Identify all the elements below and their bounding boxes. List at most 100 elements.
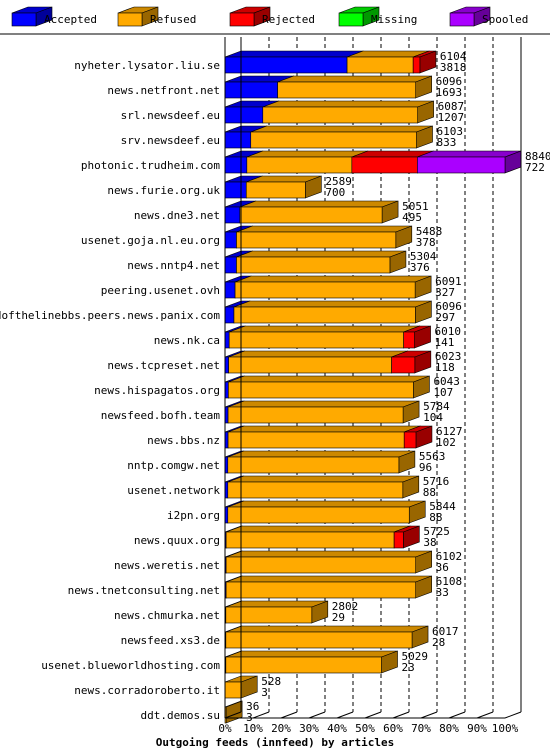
- site-label: usenet.network: [127, 484, 220, 497]
- offered-count: 6102: [436, 550, 463, 563]
- bar-segment-refused: [236, 225, 413, 249]
- tick-label-60: 60%: [383, 722, 403, 735]
- tick-60: [392, 711, 410, 719]
- tick-label-70: 70%: [411, 722, 431, 735]
- offered-count: 8840: [525, 150, 550, 163]
- accepted-count: 88: [423, 486, 436, 499]
- legend-label-accepted: Accepted: [44, 13, 97, 26]
- tick-label-100: 100%: [492, 722, 519, 735]
- accepted-count: 700: [325, 186, 345, 199]
- bar-segment-refused: [225, 625, 429, 649]
- tick-40: [336, 711, 354, 719]
- site-label: news.furie.org.uk: [107, 184, 220, 197]
- offered-count: 6017: [432, 625, 459, 638]
- bar-segment-refused: [224, 675, 258, 699]
- tick-50: [364, 711, 382, 719]
- tick-80: [448, 711, 466, 719]
- bar-segment-refused: [225, 650, 398, 674]
- site-label: news.nntp4.net: [127, 259, 220, 272]
- bar-segment-refused: [262, 100, 434, 124]
- tick-100: [504, 711, 522, 719]
- site-label: srl.newsdeef.eu: [121, 109, 220, 122]
- legend-item-rejected: Rejected: [229, 6, 315, 27]
- legend-label-rejected: Rejected: [262, 13, 315, 26]
- offered-count: 2589: [325, 175, 352, 188]
- legend-label-refused: Refused: [150, 13, 196, 26]
- bar-segment-spooled: [417, 150, 522, 174]
- accepted-count: 107: [433, 386, 453, 399]
- accepted-count: 36: [436, 561, 449, 574]
- site-label: endofthelinebbs.peers.news.panix.com: [0, 309, 220, 322]
- offered-count: 6096: [435, 300, 462, 313]
- site-label: newsfeed.xs3.de: [121, 634, 220, 647]
- accepted-count: 327: [435, 286, 455, 299]
- tick-label-10: 10%: [243, 722, 263, 735]
- offered-count: 6091: [435, 275, 462, 288]
- offered-count: 6087: [438, 100, 465, 113]
- site-label: usenet.blueworldhosting.com: [41, 659, 220, 672]
- bar-rows: nyheter.lysator.liu.se61043818news.netfr…: [0, 50, 550, 724]
- legend-swatch-rejected: [229, 6, 271, 27]
- site-label: news.quux.org: [134, 534, 220, 547]
- legend-item-refused: Refused: [117, 6, 196, 27]
- offered-count: 6103: [437, 125, 464, 138]
- accepted-count: 38: [423, 536, 436, 549]
- site-label: nyheter.lysator.liu.se: [74, 59, 220, 72]
- bar-segment-refused: [228, 375, 430, 399]
- bar-segment-rejected: [391, 350, 432, 374]
- bar-segment-refused: [227, 425, 421, 449]
- tick-20: [280, 711, 298, 719]
- offered-count: 6043: [433, 375, 460, 388]
- accepted-count: 833: [437, 136, 457, 149]
- accepted-count: 141: [435, 336, 455, 349]
- bar-segment-refused: [228, 325, 420, 349]
- bar-segment-refused: [250, 125, 433, 149]
- tick-label-40: 40%: [327, 722, 347, 735]
- legend-swatch-refused: [117, 6, 159, 27]
- tick-label-0: 0%: [218, 722, 232, 735]
- tick-90: [476, 711, 494, 719]
- offered-count: 6108: [436, 575, 463, 588]
- accepted-count: 33: [436, 586, 449, 599]
- offered-count: 2802: [332, 600, 359, 613]
- bar-segment-rejected: [412, 50, 437, 74]
- accepted-count: 104: [423, 411, 443, 424]
- accepted-count: 1207: [438, 111, 465, 124]
- bar-segment-rejected: [393, 525, 420, 549]
- offered-count: 6010: [435, 325, 462, 338]
- legend-swatch-missing: [338, 6, 380, 27]
- offered-count: 5029: [402, 650, 429, 663]
- offered-count: 5844: [429, 500, 456, 513]
- accepted-count: 23: [402, 661, 415, 674]
- accepted-count: 495: [402, 211, 422, 224]
- offered-count: 5563: [419, 450, 446, 463]
- legend-swatch-accepted: [11, 6, 53, 27]
- accepted-count: 96: [419, 461, 432, 474]
- bar-segment-refused: [225, 600, 329, 624]
- x-axis: 0% 10% 20% 30% 40% 50% 60% 70% 80% 90% 100%: [218, 37, 522, 735]
- accepted-count: 88: [429, 511, 442, 524]
- site-label: photonic.trudheim.com: [81, 159, 220, 172]
- accepted-count: 28: [432, 636, 445, 649]
- site-label: news.bbs.nz: [147, 434, 220, 447]
- bar-segment-refused: [227, 475, 420, 499]
- offered-count: 5725: [423, 525, 450, 538]
- accepted-count: 376: [410, 261, 430, 274]
- offered-count: 6023: [435, 350, 462, 363]
- tick-0: [224, 711, 242, 719]
